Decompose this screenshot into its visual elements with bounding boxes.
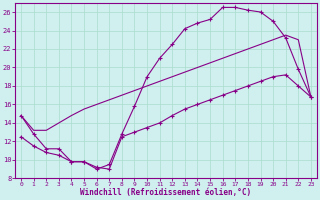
X-axis label: Windchill (Refroidissement éolien,°C): Windchill (Refroidissement éolien,°C): [80, 188, 252, 197]
